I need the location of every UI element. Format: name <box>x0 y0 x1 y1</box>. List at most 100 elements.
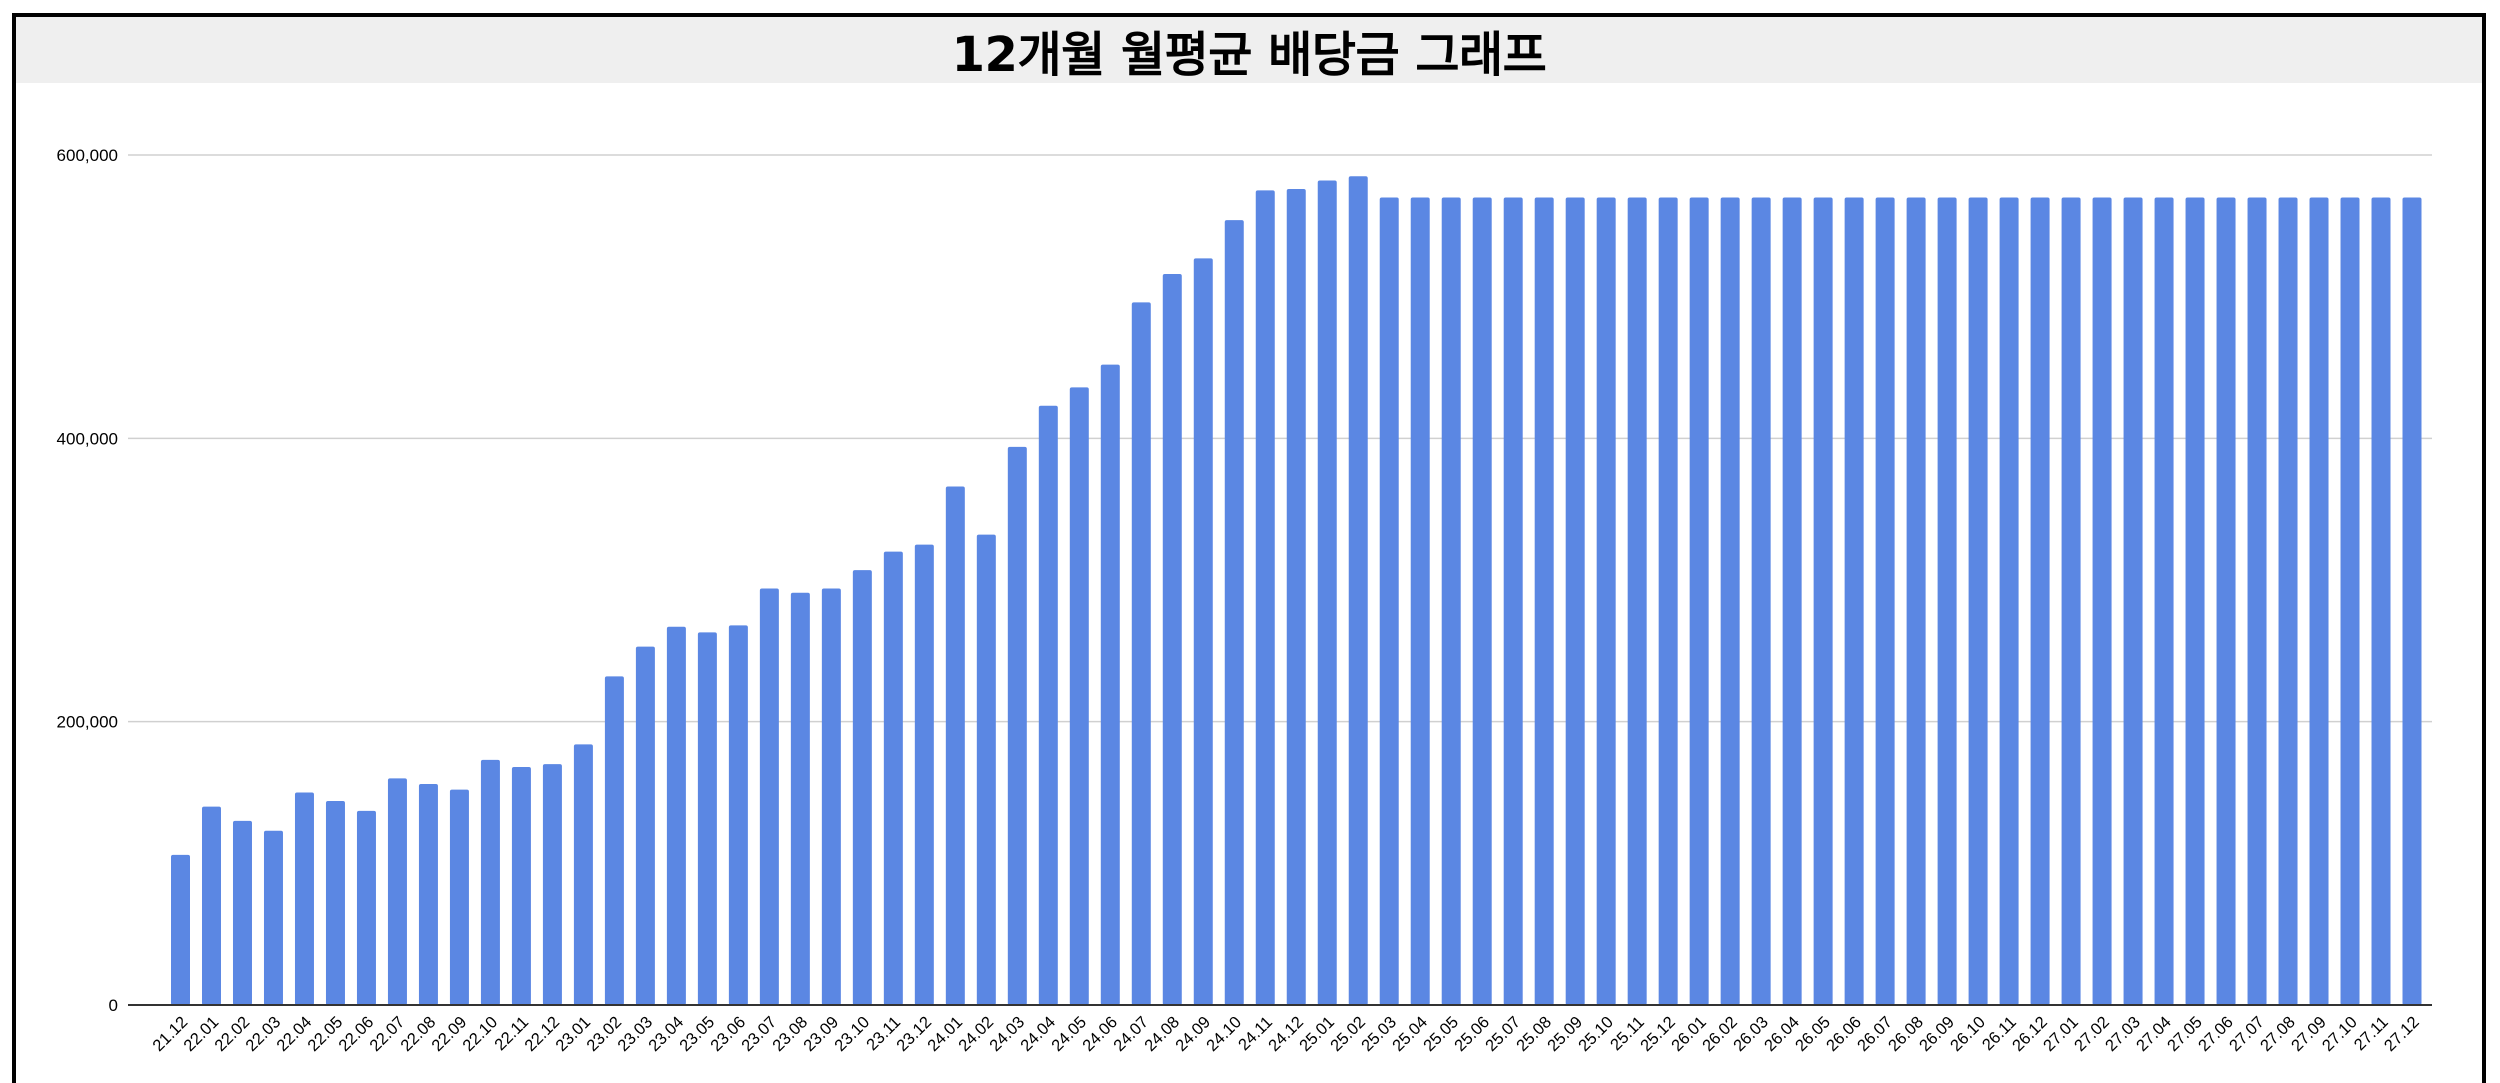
x-tick-label: 24.02 <box>955 1013 997 1055</box>
bar <box>263 830 283 1005</box>
bar <box>1410 197 1430 1005</box>
bar <box>1503 197 1523 1005</box>
bar <box>1720 197 1740 1005</box>
x-tick-label: 25.03 <box>1358 1013 1400 1055</box>
bar <box>480 759 500 1005</box>
bar <box>542 764 562 1005</box>
x-tick-label: 25.04 <box>1389 1013 1431 1055</box>
bar <box>790 592 810 1005</box>
bar <box>1224 220 1244 1005</box>
x-tick-label: 25.12 <box>1637 1013 1679 1055</box>
bar <box>294 792 314 1005</box>
x-tick-label: 22.08 <box>397 1013 439 1055</box>
bar <box>449 789 469 1005</box>
bar <box>1441 197 1461 1005</box>
bar <box>1131 302 1151 1005</box>
bar <box>1596 197 1616 1005</box>
y-tick-label: 600,000 <box>57 146 118 165</box>
bar <box>2154 197 2174 1005</box>
bar <box>883 551 903 1005</box>
bar <box>2185 197 2205 1005</box>
x-tick-label: 22.10 <box>459 1013 501 1055</box>
bar <box>1813 197 1833 1005</box>
bar <box>1162 274 1182 1005</box>
bar <box>1689 197 1709 1005</box>
x-tick-label: 26.02 <box>1699 1013 1741 1055</box>
x-tick-label: 26.04 <box>1761 1013 1803 1055</box>
x-tick-label: 24.05 <box>1048 1013 1090 1055</box>
bar <box>852 570 872 1005</box>
bar <box>1255 190 1275 1005</box>
x-tick-label: 25.10 <box>1575 1013 1617 1055</box>
bar <box>1038 405 1058 1005</box>
bar <box>2402 197 2422 1005</box>
bar <box>666 626 686 1005</box>
bar <box>821 588 841 1005</box>
x-tick-label: 25.09 <box>1544 1013 1586 1055</box>
x-tick-label: 25.01 <box>1296 1013 1338 1055</box>
x-tick-label: 23.04 <box>645 1013 687 1055</box>
bar <box>728 625 748 1005</box>
x-tick-label: 22.03 <box>242 1013 284 1055</box>
x-tick-label: 22.04 <box>273 1013 315 1055</box>
bar <box>201 806 221 1005</box>
x-tick-label: 22.02 <box>211 1013 253 1055</box>
bar <box>635 646 655 1005</box>
x-tick-label: 22.07 <box>366 1013 408 1055</box>
bar <box>2278 197 2298 1005</box>
x-tick-label: 26.01 <box>1668 1013 1710 1055</box>
x-tick-label: 24.03 <box>986 1013 1028 1055</box>
x-tick-label: 27.03 <box>2102 1013 2144 1055</box>
bar <box>945 486 965 1005</box>
y-tick-label: 0 <box>109 996 118 1015</box>
x-tick-label: 27.08 <box>2257 1013 2299 1055</box>
bar <box>1379 197 1399 1005</box>
x-tick-label: 26.08 <box>1885 1013 1927 1055</box>
x-tick-label: 25.06 <box>1451 1013 1493 1055</box>
bar <box>2309 197 2329 1005</box>
x-tick-label: 25.08 <box>1513 1013 1555 1055</box>
bar <box>356 810 376 1005</box>
bar <box>387 778 407 1005</box>
x-tick-label: 26.09 <box>1916 1013 1958 1055</box>
x-tick-label: 24.08 <box>1141 1013 1183 1055</box>
bar <box>604 676 624 1005</box>
x-tick-label: 23.01 <box>552 1013 594 1055</box>
bar <box>1782 197 1802 1005</box>
x-tick-label: 27.10 <box>2319 1013 2361 1055</box>
x-tick-label: 27.01 <box>2040 1013 2082 1055</box>
bar <box>325 801 345 1005</box>
bar <box>511 767 531 1005</box>
x-tick-label: 25.02 <box>1327 1013 1369 1055</box>
bar <box>232 820 252 1005</box>
bar <box>1844 197 1864 1005</box>
bar <box>2371 197 2391 1005</box>
bar <box>2216 197 2236 1005</box>
x-tick-label: 24.06 <box>1079 1013 1121 1055</box>
bar <box>1906 197 1926 1005</box>
x-tick-label: 24.12 <box>1265 1013 1307 1055</box>
bar <box>2061 197 2081 1005</box>
x-tick-label: 27.04 <box>2133 1013 2175 1055</box>
y-tick-label: 400,000 <box>57 429 118 448</box>
x-tick-label: 26.05 <box>1792 1013 1834 1055</box>
x-tick-label: 27.12 <box>2381 1013 2423 1055</box>
x-tick-label: 23.05 <box>676 1013 718 1055</box>
bar <box>2030 197 2050 1005</box>
x-tick-label: 22.12 <box>521 1013 563 1055</box>
x-tick-label: 23.08 <box>769 1013 811 1055</box>
bar <box>1348 176 1368 1005</box>
chart-title: 12개월 월평균 배당금 그래프 <box>951 27 1547 83</box>
bar <box>1472 197 1492 1005</box>
x-tick-label: 26.10 <box>1947 1013 1989 1055</box>
bar <box>1627 197 1647 1005</box>
x-tick-label: 25.07 <box>1482 1013 1524 1055</box>
bar <box>2340 197 2360 1005</box>
bar <box>914 544 934 1005</box>
x-tick-label: 24.07 <box>1110 1013 1152 1055</box>
x-tick-label: 21.12 <box>149 1013 191 1055</box>
bar <box>1937 197 1957 1005</box>
x-tick-label: 27.02 <box>2071 1013 2113 1055</box>
bar <box>2123 197 2143 1005</box>
chart-title-bar: 12개월 월평균 배당금 그래프 <box>16 17 2482 83</box>
